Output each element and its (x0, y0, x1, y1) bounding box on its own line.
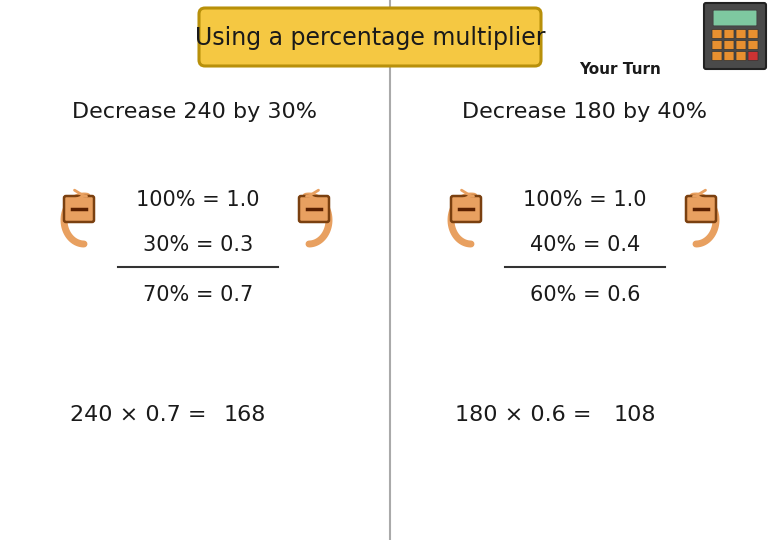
Text: Decrease 240 by 30%: Decrease 240 by 30% (73, 102, 317, 122)
Text: 60% = 0.6: 60% = 0.6 (530, 285, 640, 305)
Text: 100% = 1.0: 100% = 1.0 (136, 190, 260, 210)
FancyBboxPatch shape (712, 51, 722, 60)
Text: 108: 108 (614, 405, 656, 425)
FancyBboxPatch shape (724, 30, 734, 38)
Text: 240 × 0.7 =: 240 × 0.7 = (70, 405, 207, 425)
FancyBboxPatch shape (712, 30, 722, 38)
FancyBboxPatch shape (299, 196, 329, 222)
FancyBboxPatch shape (748, 30, 758, 38)
Text: 30% = 0.3: 30% = 0.3 (143, 235, 254, 255)
FancyBboxPatch shape (724, 40, 734, 50)
Text: 168: 168 (224, 405, 266, 425)
Text: Your Turn: Your Turn (579, 63, 661, 78)
FancyBboxPatch shape (199, 8, 541, 66)
Text: Using a percentage multiplier: Using a percentage multiplier (195, 26, 545, 50)
FancyBboxPatch shape (736, 40, 746, 50)
Text: Decrease 180 by 40%: Decrease 180 by 40% (463, 102, 707, 122)
FancyBboxPatch shape (736, 30, 746, 38)
Text: 180 × 0.6 =: 180 × 0.6 = (455, 405, 591, 425)
FancyBboxPatch shape (724, 51, 734, 60)
FancyBboxPatch shape (736, 51, 746, 60)
FancyBboxPatch shape (712, 40, 722, 50)
FancyBboxPatch shape (704, 3, 766, 69)
FancyBboxPatch shape (451, 196, 481, 222)
FancyBboxPatch shape (686, 196, 716, 222)
Text: 40% = 0.4: 40% = 0.4 (530, 235, 640, 255)
Text: 100% = 1.0: 100% = 1.0 (523, 190, 647, 210)
FancyBboxPatch shape (713, 10, 757, 26)
FancyBboxPatch shape (748, 51, 758, 60)
FancyBboxPatch shape (64, 196, 94, 222)
FancyBboxPatch shape (748, 40, 758, 50)
Text: 70% = 0.7: 70% = 0.7 (143, 285, 254, 305)
